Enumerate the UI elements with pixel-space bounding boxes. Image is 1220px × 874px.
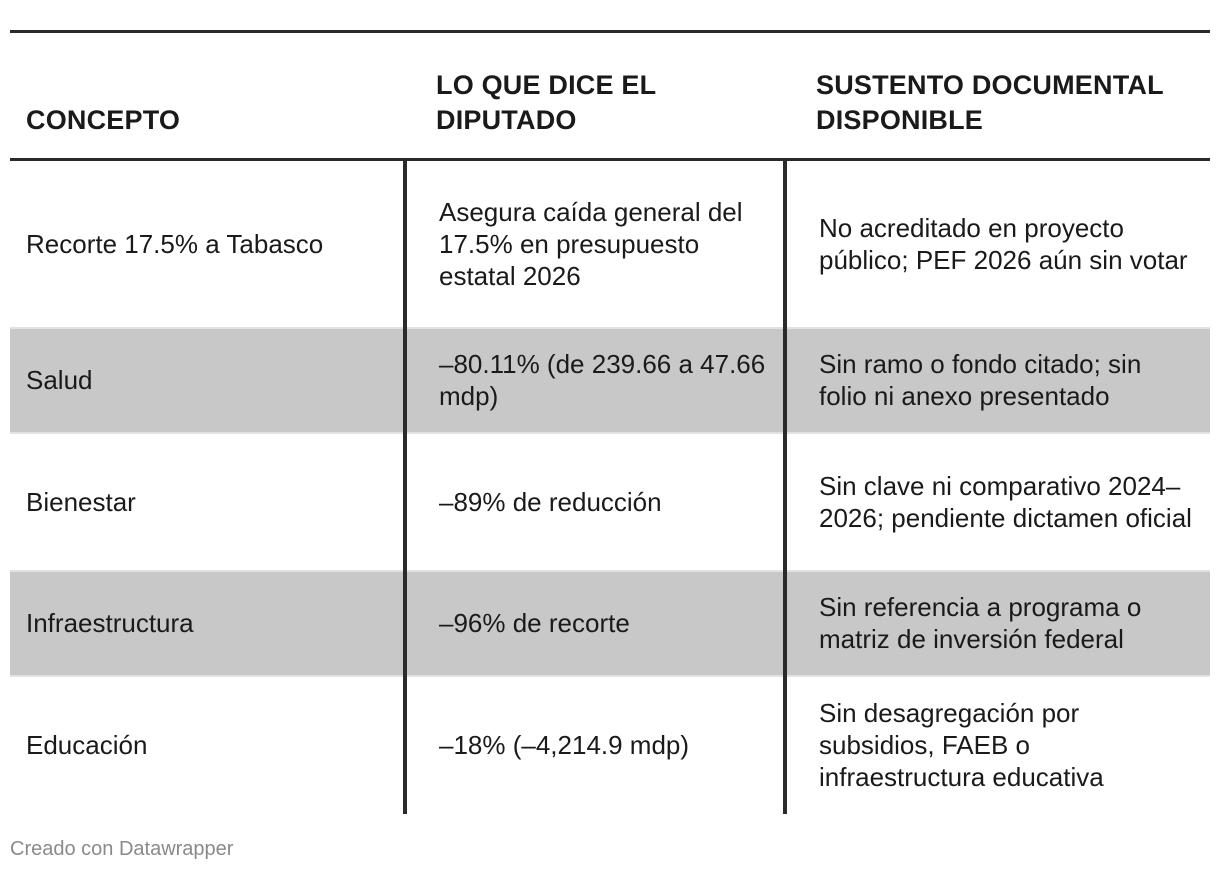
table-cell-dice: –96% de recorte: [403, 570, 785, 676]
table-row: Salud –80.11% (de 239.66 a 47.66 mdp) Si…: [10, 327, 1210, 433]
table-cell-sustento: Sin ramo o fondo citado; sin folio ni an…: [783, 327, 1210, 433]
column-header-lo-que-dice: LO QUE DICE EL DIPUTADO: [436, 70, 656, 135]
table-row: Bienestar –89% de reducción Sin clave ni…: [10, 432, 1210, 571]
table-cell-concepto: Bienestar: [26, 486, 136, 517]
table-cell-sustento: Sin desagregación por subsidios, FAEB o …: [783, 675, 1210, 814]
table-row: Educación –18% (–4,214.9 mdp) Sin desagr…: [10, 675, 1210, 814]
table-row: Recorte 17.5% a Tabasco Asegura caída ge…: [10, 159, 1210, 328]
table-cell-sustento: Sin referencia a programa o matriz de in…: [783, 570, 1210, 676]
data-table: CONCEPTO LO QUE DICE EL DIPUTADO SUSTENT…: [10, 30, 1210, 814]
table-cell-sustento: Sin clave ni comparativo 2024–2026; pend…: [783, 432, 1210, 571]
table-cell-concepto: Recorte 17.5% a Tabasco: [26, 228, 324, 259]
data-table-container: CONCEPTO LO QUE DICE EL DIPUTADO SUSTENT…: [10, 30, 1210, 814]
table-row: Infraestructura –96% de recorte Sin refe…: [10, 570, 1210, 676]
table-cell-dice: Asegura caída general del 17.5% en presu…: [403, 159, 785, 328]
table-cell-dice: –80.11% (de 239.66 a 47.66 mdp): [403, 327, 785, 433]
table-cell-dice: –89% de reducción: [403, 432, 785, 571]
table-cell-sustento: No acreditado en proyecto público; PEF 2…: [783, 159, 1210, 328]
datawrapper-credit: Creado con Datawrapper: [10, 838, 234, 860]
table-body: Recorte 17.5% a Tabasco Asegura caída ge…: [10, 159, 1210, 814]
table-cell-dice: –18% (–4,214.9 mdp): [403, 675, 785, 814]
table-cell-concepto: Infraestructura: [10, 570, 405, 676]
column-header-sustento: SUSTENTO DOCUMENTAL DISPONIBLE: [816, 70, 1164, 135]
column-header-concepto: CONCEPTO: [26, 105, 181, 135]
header-row: CONCEPTO LO QUE DICE EL DIPUTADO SUSTENT…: [10, 31, 1210, 160]
table-header: CONCEPTO LO QUE DICE EL DIPUTADO SUSTENT…: [10, 31, 1210, 160]
table-cell-concepto: Educación: [26, 730, 148, 760]
table-cell-concepto: Salud: [10, 327, 405, 433]
